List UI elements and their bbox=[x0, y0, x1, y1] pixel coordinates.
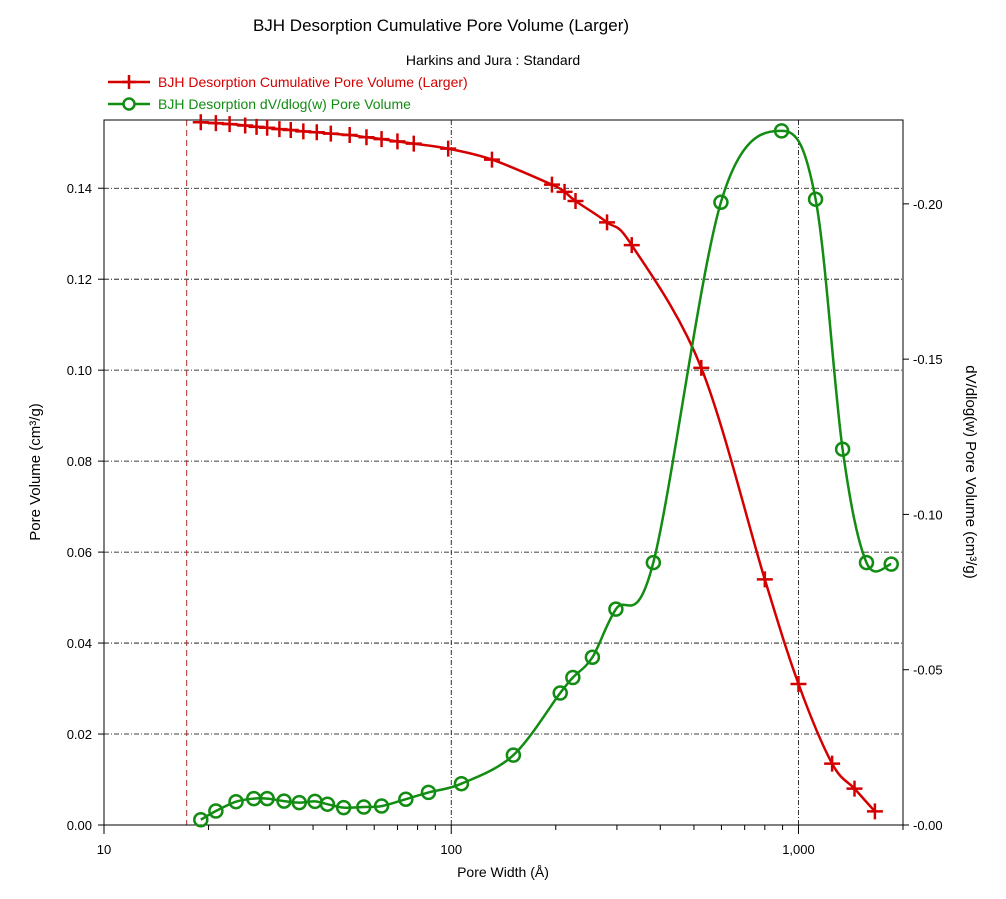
data-point bbox=[483, 151, 500, 168]
y-tick-label: 0.02 bbox=[67, 727, 92, 742]
data-point bbox=[291, 794, 307, 811]
data-point bbox=[246, 790, 262, 807]
y-tick-label: 0.08 bbox=[67, 454, 92, 469]
data-point bbox=[259, 119, 276, 136]
y2-tick-label: -0.15 bbox=[913, 352, 943, 367]
data-point bbox=[556, 183, 573, 200]
x-axis-label: Pore Width (Å) bbox=[457, 864, 549, 880]
y-tick-label: 0.12 bbox=[67, 272, 92, 287]
data-point bbox=[807, 191, 824, 207]
x-tick-label: 100 bbox=[440, 842, 462, 857]
y2-tick-label: -0.10 bbox=[913, 507, 943, 522]
chart-title: BJH Desorption Cumulative Pore Volume (L… bbox=[253, 16, 629, 35]
data-point bbox=[866, 803, 883, 820]
x-tick-label: 10 bbox=[97, 842, 111, 857]
data-point bbox=[584, 649, 601, 666]
y-tick-label: 0.14 bbox=[67, 181, 92, 196]
legend-label-dvdlogw: BJH Desorption dV/dlog(w) Pore Volume bbox=[158, 96, 411, 112]
data-point bbox=[308, 124, 325, 141]
data-point bbox=[773, 123, 790, 139]
y-tick-label: 0.06 bbox=[67, 545, 92, 560]
axes: 0.00 0.02 0.04 0.06 0.08 0.10 0.12 0.14 10 100 1,0… bbox=[67, 181, 943, 857]
data-point bbox=[608, 601, 624, 617]
data-point bbox=[276, 793, 292, 809]
data-point bbox=[192, 114, 209, 131]
y-tick-label: 0.00 bbox=[67, 818, 92, 833]
y2-tick-label: -0.00 bbox=[913, 818, 943, 833]
data-point bbox=[567, 192, 584, 209]
data-point bbox=[824, 755, 841, 772]
data-point bbox=[208, 803, 224, 819]
y2-tick-label: -0.20 bbox=[913, 197, 943, 212]
data-point bbox=[341, 127, 358, 144]
y2-tick-label: -0.05 bbox=[913, 663, 943, 678]
data-point bbox=[883, 556, 899, 572]
data-point bbox=[259, 790, 275, 807]
data-point bbox=[543, 176, 560, 193]
legend-item-cumulative: BJH Desorption Cumulative Pore Volume (L… bbox=[108, 74, 468, 90]
y2-axis-label: dV/dlog(w) Pore Volume (cm³/g) bbox=[962, 365, 979, 578]
data-point bbox=[552, 685, 568, 701]
series-line bbox=[200, 121, 876, 813]
data-point bbox=[440, 140, 457, 157]
data-point bbox=[405, 135, 422, 152]
x-tick-label: 1,000 bbox=[782, 842, 815, 857]
plot-area bbox=[103, 119, 904, 826]
data-point bbox=[228, 793, 244, 810]
data-point bbox=[623, 237, 640, 254]
data-point bbox=[565, 669, 581, 686]
data-point bbox=[221, 116, 238, 133]
data-point bbox=[207, 115, 224, 132]
series-dvdlogw-pore-volume bbox=[193, 123, 899, 828]
legend-item-dvdlogw: BJH Desorption dV/dlog(w) Pore Volume bbox=[108, 96, 411, 112]
chart-subtitle: Harkins and Jura : Standard bbox=[406, 52, 580, 68]
y-tick-label: 0.04 bbox=[67, 636, 92, 651]
data-point bbox=[295, 123, 312, 140]
data-point bbox=[420, 784, 437, 801]
series-line bbox=[200, 129, 892, 821]
data-point bbox=[398, 791, 414, 807]
y-tick-label: 0.10 bbox=[67, 363, 92, 378]
data-point bbox=[322, 125, 339, 142]
data-point bbox=[358, 129, 375, 146]
data-point bbox=[693, 359, 710, 376]
data-point bbox=[599, 214, 616, 231]
data-point bbox=[713, 194, 729, 211]
data-point bbox=[834, 441, 851, 457]
data-point bbox=[645, 554, 662, 571]
legend: BJH Desorption Cumulative Pore Volume (L… bbox=[108, 74, 468, 112]
data-point bbox=[373, 798, 390, 814]
series-cumulative-pore-volume bbox=[192, 114, 883, 820]
data-point bbox=[756, 571, 773, 588]
data-point bbox=[389, 133, 406, 150]
data-point bbox=[193, 811, 209, 828]
data-point bbox=[307, 793, 323, 810]
data-point bbox=[858, 554, 875, 571]
data-point bbox=[846, 780, 863, 797]
data-point bbox=[453, 775, 470, 792]
gridlines bbox=[104, 120, 903, 825]
data-series bbox=[192, 114, 899, 828]
data-point bbox=[335, 799, 352, 816]
data-point bbox=[237, 117, 254, 134]
data-point bbox=[373, 131, 390, 148]
data-point bbox=[505, 747, 522, 763]
legend-label-cumulative: BJH Desorption Cumulative Pore Volume (L… bbox=[158, 74, 468, 90]
data-point bbox=[282, 122, 299, 139]
data-point bbox=[319, 796, 336, 812]
data-point bbox=[356, 799, 372, 815]
data-point bbox=[790, 676, 807, 692]
y-axis-label: Pore Volume (cm³/g) bbox=[27, 403, 44, 541]
